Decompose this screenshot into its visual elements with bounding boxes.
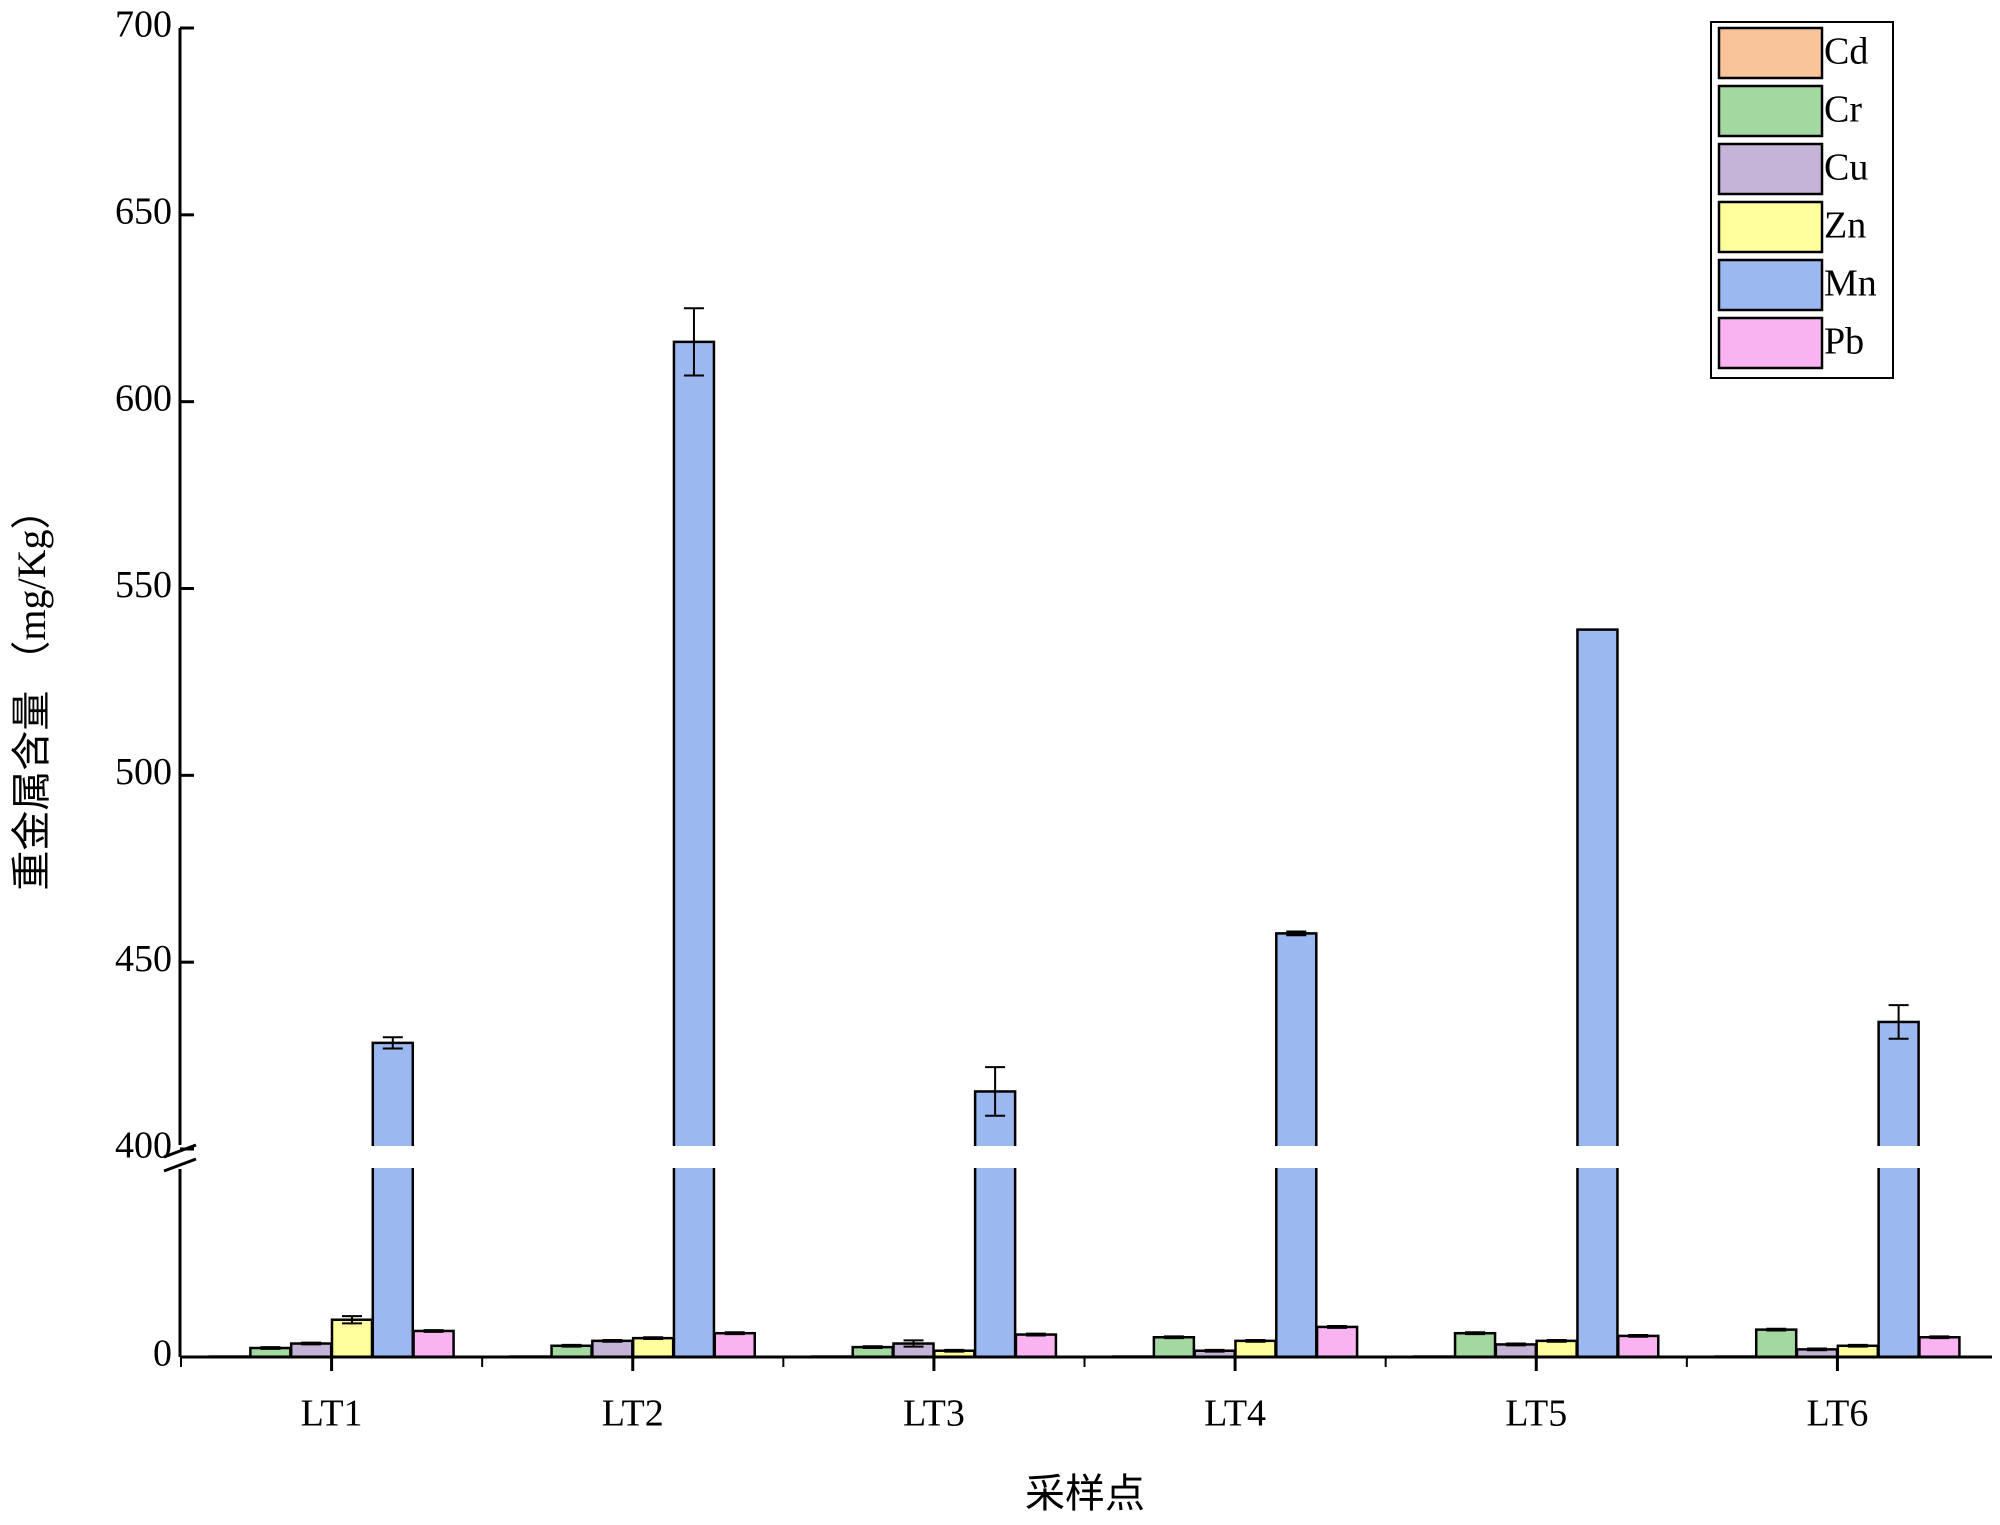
- bar: [1014, 1333, 1058, 1359]
- error-bar: [602, 1338, 623, 1343]
- error-bar: [903, 1339, 924, 1348]
- error-bar: [1286, 930, 1307, 937]
- error-bar: [1807, 1347, 1828, 1352]
- error-bar: [382, 1036, 403, 1050]
- error-bar: [1888, 1004, 1909, 1040]
- bar: [371, 1041, 415, 1359]
- axis-break-gap: [183, 1146, 1995, 1168]
- legend-label: Mn: [1824, 263, 1877, 305]
- error-bar: [643, 1336, 664, 1341]
- error-bar: [1929, 1335, 1950, 1340]
- error-bar: [260, 1346, 281, 1350]
- legend-swatch: [1717, 142, 1824, 196]
- error-bar: [1847, 1343, 1868, 1348]
- bar: [1576, 628, 1619, 1359]
- legend-label: Pb: [1824, 321, 1864, 363]
- x-tick-label: LT2: [602, 1393, 664, 1435]
- bar: [672, 340, 716, 1359]
- y-tick-label: 450: [115, 938, 172, 980]
- bar: [412, 1329, 455, 1359]
- error-bar: [1163, 1335, 1184, 1340]
- y-tick-label: 600: [115, 377, 172, 419]
- y-tick-label: 400: [115, 1125, 172, 1167]
- bar: [1535, 1339, 1578, 1359]
- error-bar: [1204, 1348, 1225, 1353]
- y-tick-label: 500: [115, 751, 172, 793]
- y-tick-label: 0: [153, 1333, 172, 1375]
- error-bar: [1025, 1332, 1046, 1337]
- bar: [289, 1342, 333, 1359]
- legend-swatch: [1717, 26, 1824, 80]
- legend-swatch: [1717, 200, 1824, 254]
- y-tick-label: 550: [115, 564, 172, 606]
- legend-swatch: [1717, 258, 1824, 312]
- bar: [1152, 1335, 1196, 1359]
- error-bar: [724, 1331, 745, 1336]
- axis-break-mark: [163, 1157, 197, 1173]
- bar: [1617, 1334, 1660, 1359]
- bar: [1315, 1325, 1359, 1359]
- x-tick-label: LT5: [1505, 1393, 1567, 1435]
- error-bar: [423, 1329, 444, 1333]
- legend-label: Cr: [1824, 89, 1862, 131]
- y-axis-title: 重金属含量 （mg/Kg）: [9, 489, 54, 890]
- y-tick-label: 700: [115, 4, 172, 46]
- error-bar: [561, 1343, 582, 1348]
- error-bar: [1628, 1334, 1649, 1338]
- x-tick-label: LT6: [1806, 1393, 1868, 1435]
- bar: [1877, 1020, 1920, 1359]
- bar: [330, 1318, 374, 1359]
- error-bar: [301, 1341, 322, 1346]
- x-axis-title: 采样点: [1025, 1471, 1145, 1516]
- error-bar: [1505, 1342, 1526, 1347]
- axis-break-mark: [163, 1143, 197, 1159]
- error-bar: [341, 1315, 362, 1325]
- error-bar: [683, 307, 704, 377]
- bar: [973, 1090, 1017, 1359]
- x-tick-label: LT3: [903, 1393, 965, 1435]
- bar: [1275, 932, 1318, 1359]
- error-bar: [1327, 1325, 1348, 1329]
- bar: [713, 1331, 756, 1359]
- legend-swatch: [1717, 316, 1824, 370]
- y-tick-label: 650: [115, 191, 172, 233]
- bar: [591, 1339, 634, 1359]
- error-bar: [944, 1348, 965, 1353]
- legend-swatch: [1717, 84, 1824, 138]
- bar: [631, 1336, 675, 1359]
- legend-label: Cd: [1824, 31, 1868, 73]
- bar: [1754, 1328, 1798, 1359]
- error-bar: [1245, 1338, 1266, 1343]
- error-bar: [1465, 1331, 1486, 1336]
- bar: [1234, 1339, 1277, 1359]
- x-tick-label: LT4: [1204, 1393, 1266, 1435]
- bar: [1453, 1331, 1497, 1359]
- error-bar: [1766, 1327, 1787, 1332]
- bar: [1918, 1335, 1961, 1359]
- legend-label: Zn: [1824, 205, 1866, 247]
- x-tick-label: LT1: [301, 1393, 363, 1435]
- error-bar: [862, 1345, 883, 1350]
- legend-label: Cu: [1824, 147, 1868, 189]
- error-bar: [985, 1066, 1006, 1117]
- error-bar: [1546, 1338, 1567, 1343]
